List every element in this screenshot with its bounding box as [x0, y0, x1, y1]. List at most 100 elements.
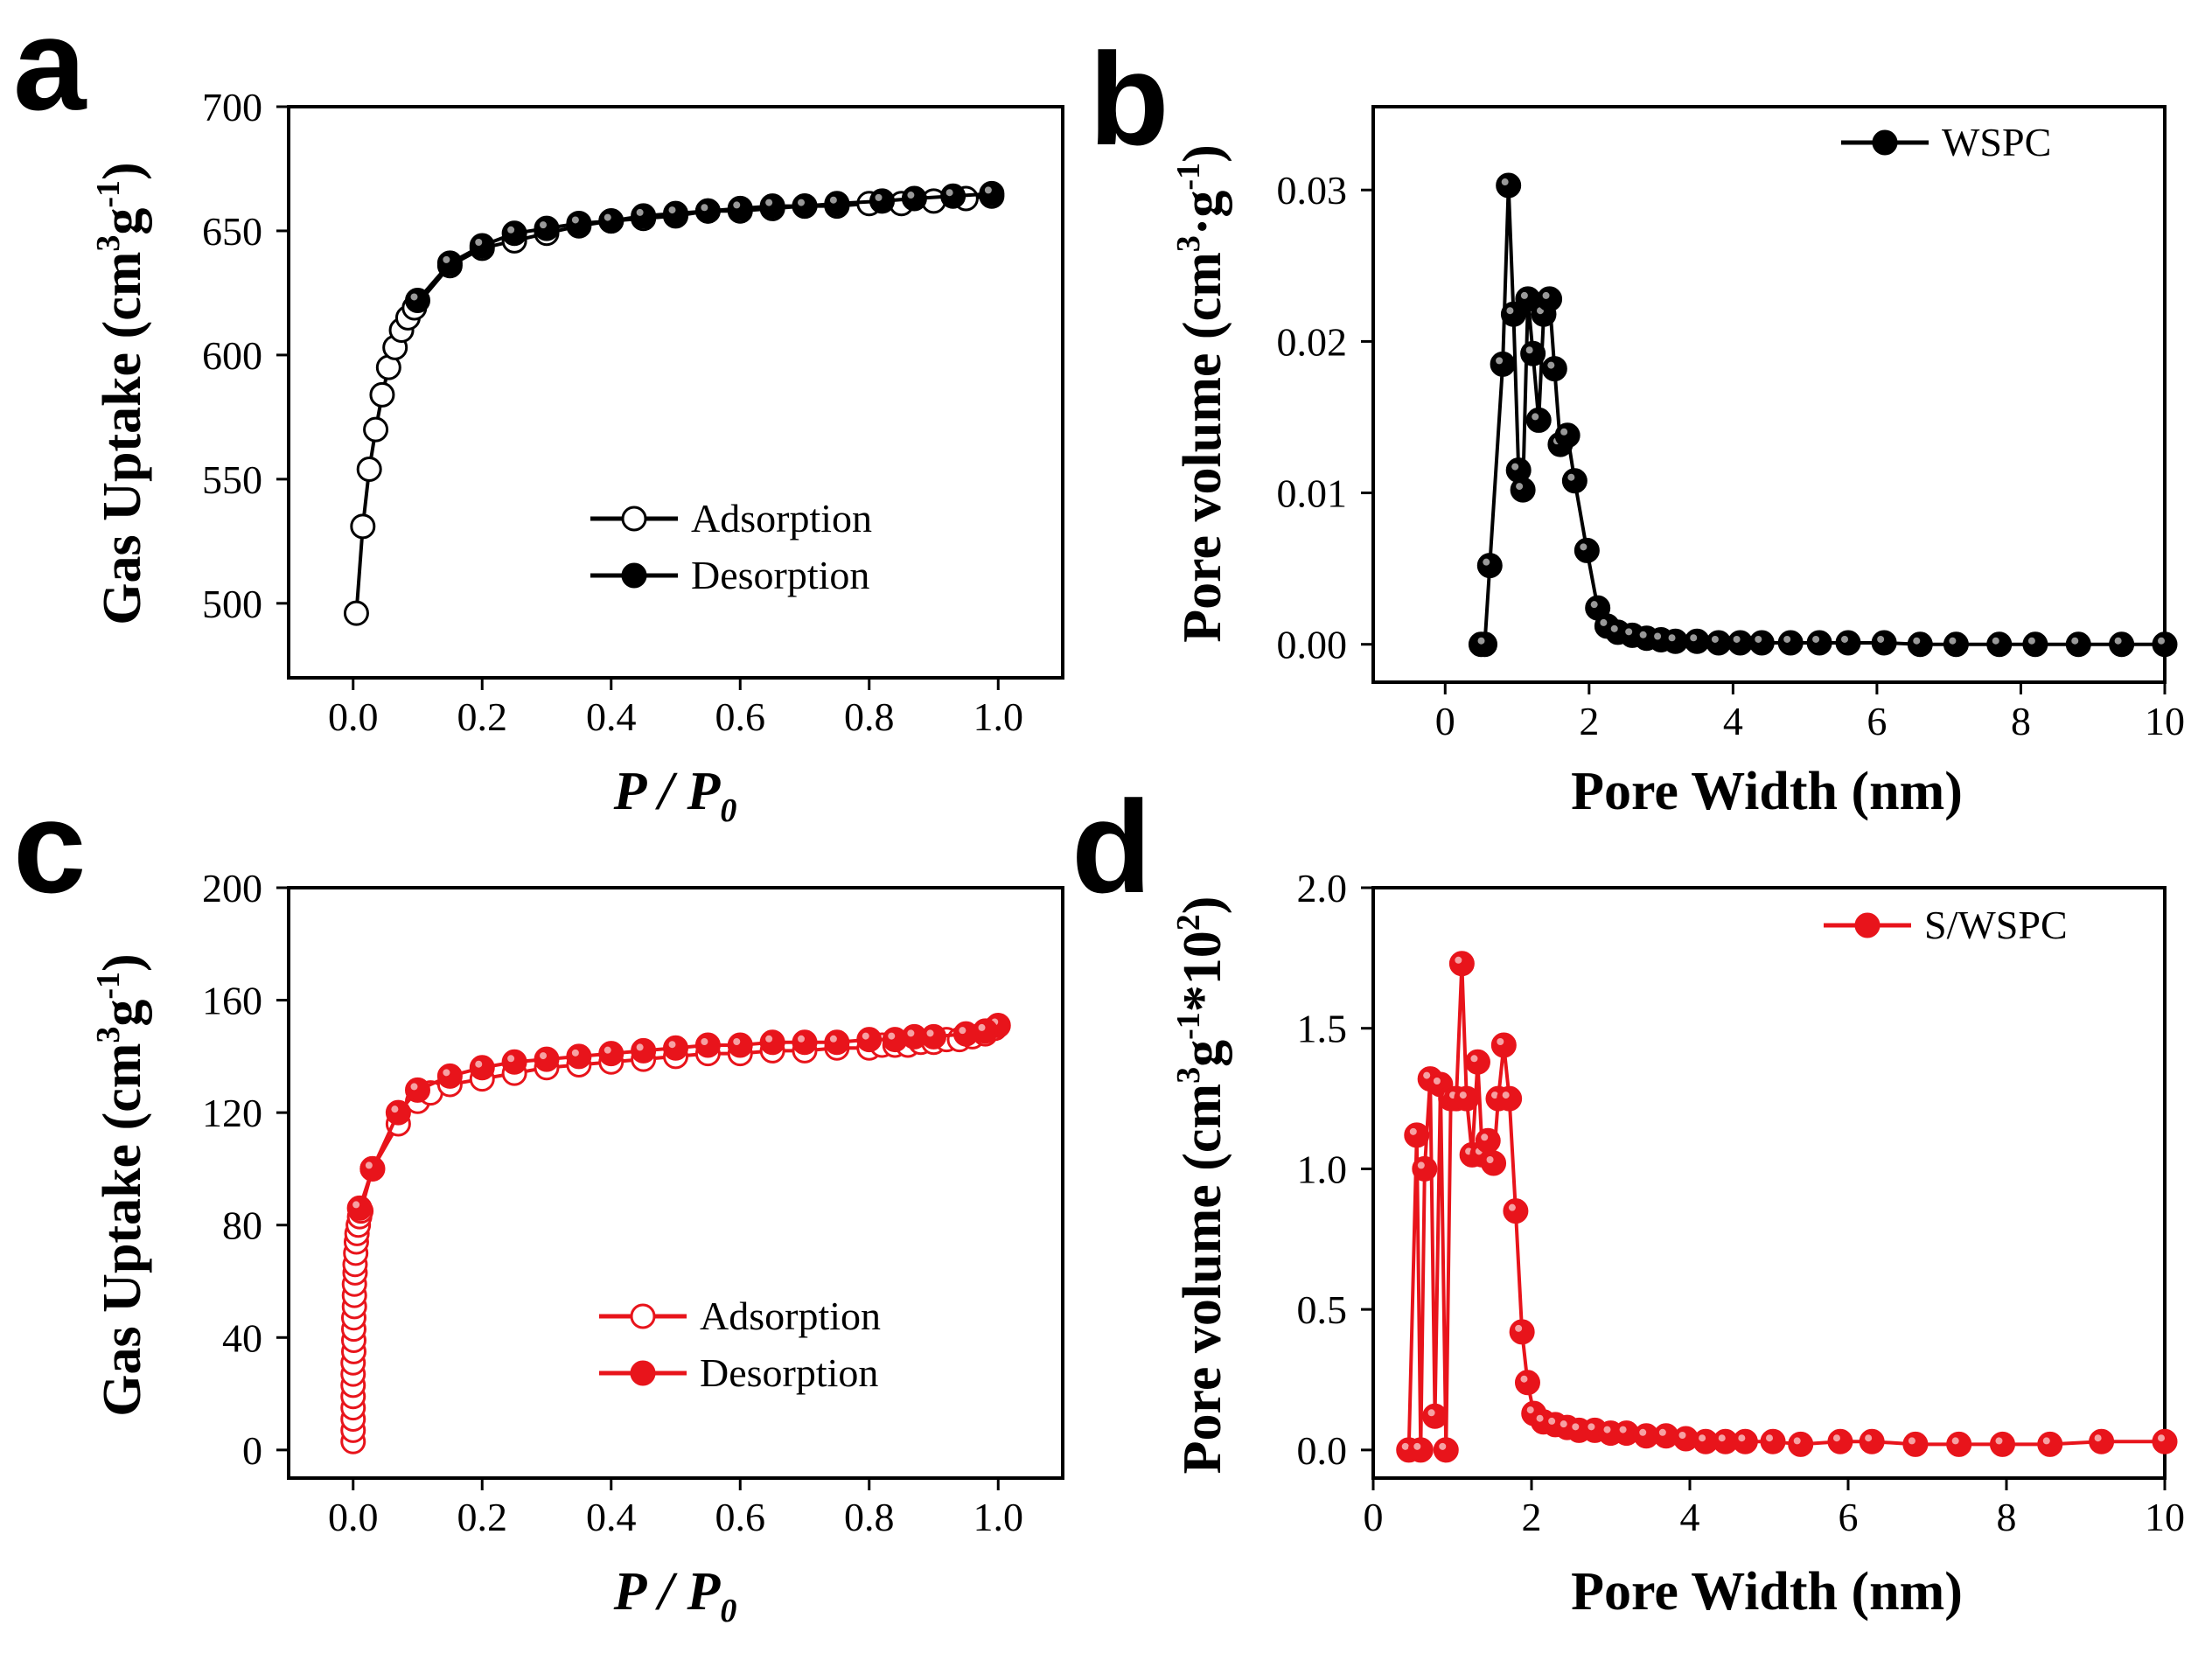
- data-point-highlight: [1455, 956, 1462, 964]
- data-point-highlight: [907, 192, 915, 199]
- panel-letter: b: [1089, 25, 1169, 172]
- data-point: [663, 1035, 688, 1061]
- data-point: [566, 1043, 592, 1070]
- legend-marker: [630, 1360, 656, 1386]
- data-point-highlight: [798, 199, 805, 206]
- data-point-highlight: [1668, 634, 1676, 642]
- data-point: [940, 183, 966, 209]
- x-tick-label: 2: [1579, 699, 1599, 743]
- x-tick-label: 0: [1435, 699, 1455, 743]
- data-point-highlight: [1526, 1406, 1534, 1414]
- x-axis-title-main: Pore Width (nm): [1571, 1562, 1963, 1622]
- data-point: [363, 416, 389, 443]
- data-point-highlight: [978, 1023, 986, 1031]
- data-point: [405, 287, 430, 313]
- data-point: [1561, 468, 1587, 494]
- y-axis-title-end: ): [1173, 144, 1232, 163]
- x-axis-title: Pore Width (nm): [1571, 762, 1963, 821]
- y-axis-title-main: Gas Uptake (cm: [93, 252, 152, 625]
- data-point: [631, 203, 657, 229]
- data-point-highlight: [1516, 483, 1524, 491]
- y-axis-title-mid: g: [93, 1000, 152, 1027]
- data-point: [1554, 422, 1580, 449]
- data-point: [1943, 631, 1969, 658]
- data-point-highlight: [1477, 637, 1485, 645]
- data-point: [350, 513, 376, 540]
- legend-marker: [621, 506, 647, 532]
- data-point-highlight: [1481, 1133, 1489, 1141]
- data-point-highlight: [2158, 637, 2165, 645]
- legend-label: Desorption: [691, 553, 869, 597]
- data-point-highlight: [1508, 1203, 1516, 1211]
- data-point: [1509, 1319, 1535, 1345]
- data-point-highlight: [926, 1029, 934, 1037]
- data-point: [663, 200, 688, 227]
- data-point: [1510, 477, 1536, 503]
- data-point-highlight: [1832, 1434, 1840, 1442]
- data-point: [1732, 1428, 1758, 1454]
- data-point-highlight: [1511, 463, 1519, 471]
- data-point-highlight: [1490, 1092, 1498, 1099]
- y-tick-label: 0.0: [1297, 1428, 1348, 1473]
- data-point-highlight: [1409, 1127, 1417, 1135]
- data-point: [356, 457, 382, 483]
- x-axis-title: P / P0: [613, 762, 737, 829]
- data-point-highlight: [765, 199, 773, 206]
- x-tick-label: 8: [1997, 1495, 2017, 1539]
- data-point-highlight: [636, 208, 644, 216]
- data-point: [1537, 286, 1563, 312]
- y-tick-label: 0.03: [1277, 168, 1348, 213]
- data-point-highlight: [1766, 1434, 1774, 1442]
- panel-letter: c: [13, 773, 86, 920]
- y-tick-label: 700: [202, 85, 262, 129]
- y-axis-title-end: ): [1173, 896, 1232, 915]
- x-tick-label: 0.2: [457, 1495, 508, 1539]
- data-point: [1407, 1437, 1434, 1463]
- x-tick-label: 0.4: [586, 1495, 637, 1539]
- y-tick-label: 1.5: [1297, 1007, 1348, 1051]
- legend-label: Adsorption: [691, 496, 872, 541]
- y-tick-label: 0: [242, 1428, 262, 1473]
- x-tick-label: 0.8: [844, 694, 895, 739]
- data-point-highlight: [540, 1052, 547, 1060]
- data-point-highlight: [1812, 635, 1820, 643]
- y-axis-title-superscript: 3: [90, 235, 127, 252]
- y-tick-label: 650: [202, 209, 262, 254]
- data-point-highlight: [1567, 473, 1575, 481]
- data-point: [346, 1195, 373, 1221]
- data-point: [1503, 1198, 1529, 1224]
- y-axis-title-superscript: 3: [1170, 235, 1207, 252]
- data-point-highlight: [1496, 357, 1504, 365]
- data-point: [1497, 1085, 1523, 1112]
- x-tick-label: 0.2: [457, 694, 508, 739]
- data-point-highlight: [875, 193, 883, 201]
- data-point-highlight: [1542, 291, 1550, 299]
- data-point: [1989, 1431, 2015, 1457]
- data-point: [856, 1027, 883, 1053]
- data-point: [1525, 407, 1552, 433]
- data-point-highlight: [1877, 635, 1885, 643]
- data-point: [1859, 1428, 1885, 1454]
- data-point-highlight: [1992, 637, 1999, 645]
- data-point-highlight: [1699, 1434, 1706, 1442]
- data-point-highlight: [1502, 1092, 1510, 1099]
- data-point: [1404, 1122, 1430, 1148]
- data-point-highlight: [1560, 428, 1568, 436]
- x-tick-label: 0: [1364, 1495, 1384, 1539]
- data-point-highlight: [1610, 624, 1618, 632]
- data-point-highlight: [1417, 1161, 1425, 1169]
- data-point: [694, 198, 721, 224]
- data-point: [952, 1021, 979, 1047]
- data-point-highlight: [959, 1027, 966, 1035]
- data-point: [1514, 1370, 1540, 1396]
- data-point: [436, 250, 463, 276]
- data-point: [1777, 630, 1804, 656]
- data-point-highlight: [733, 1038, 741, 1045]
- y-axis-title: Pore volume (cm3·g-1): [1170, 144, 1232, 642]
- data-point-highlight: [2042, 1437, 2050, 1445]
- data-point-highlight: [1515, 1324, 1523, 1332]
- data-point: [2109, 631, 2135, 658]
- data-point: [2022, 631, 2048, 658]
- data-point-highlight: [1459, 1092, 1467, 1099]
- data-point-highlight: [1470, 1055, 1478, 1063]
